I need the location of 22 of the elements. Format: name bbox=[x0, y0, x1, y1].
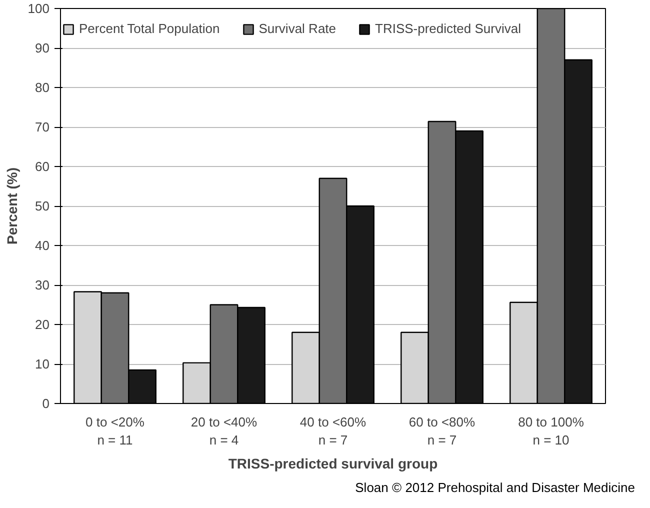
y-tick-label: 100 bbox=[28, 1, 50, 16]
y-axis-title: Percent (%) bbox=[4, 167, 20, 245]
legend-label: TRISS-predicted Survival bbox=[375, 21, 521, 36]
x-tick-label: 0 to <20% n = 11 bbox=[86, 414, 145, 448]
y-tick-label: 90 bbox=[35, 40, 50, 56]
y-tick-label: 70 bbox=[35, 120, 50, 134]
y-tick-label: 0 bbox=[42, 396, 50, 411]
legend-label: Percent Total Population bbox=[79, 21, 220, 36]
x-tick-label: 20 to <40% n = 4 bbox=[190, 414, 258, 448]
x-tick-label: 40 to <60% n = 7 bbox=[300, 414, 367, 448]
y-tick-label: 30 bbox=[35, 278, 50, 292]
text: Sloan © 2012 Prehospital and Disaster Medicine bbox=[355, 479, 635, 497]
y-tick-label: 20 bbox=[35, 317, 50, 332]
y-tick-label: 40 bbox=[35, 238, 50, 253]
y-tick-label: 80 bbox=[35, 80, 50, 95]
y-tick-label: 10 bbox=[35, 356, 50, 372]
x-tick-label: 80 to 100% n = 10 bbox=[518, 414, 584, 448]
y-tick-label: 60 bbox=[35, 159, 50, 174]
legend-label: Survival Rate bbox=[258, 21, 336, 36]
y-tick-label: 50 bbox=[35, 198, 50, 214]
x-axis-title: TRISS-predicted survival group bbox=[228, 456, 438, 472]
x-tick-label: 60 to <80% n = 7 bbox=[408, 414, 476, 448]
